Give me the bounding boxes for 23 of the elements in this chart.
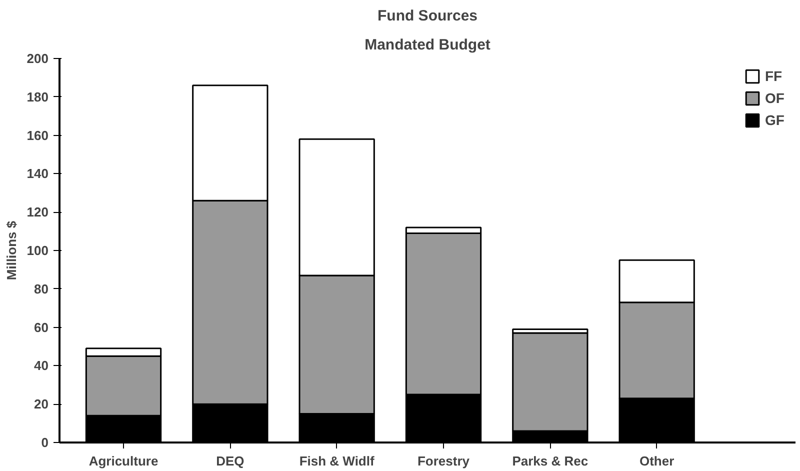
y-tick-label: 120 [26,204,49,220]
y-tick-label: 100 [26,243,49,258]
x-tick-label: Forestry [417,454,470,468]
y-tick-label: 80 [34,281,49,296]
y-tick-label: 200 [26,51,49,66]
y-tick-label: 180 [26,89,49,104]
chart-subtitle: Mandated Budget [364,36,490,54]
y-tick-label: 60 [34,320,49,335]
y-tick-label: 40 [34,358,49,374]
x-tick-label: Parks & Rec [512,454,588,468]
y-tick-label: 20 [34,396,49,412]
x-tick-label: Agriculture [88,454,158,468]
y-axis-title: Millions $ [4,220,19,280]
legend-label: GF [765,112,785,128]
y-tick-label: 140 [26,166,49,182]
legend-label: OF [765,90,785,106]
y-tick-label: 160 [26,128,49,143]
legend-label: FF [765,68,784,84]
y-tick-label: 0 [41,435,49,450]
chart-title: Fund Sources [377,8,478,24]
x-tick-label: Fish & Widlf [299,454,375,468]
x-tick-label: DEQ [216,454,244,468]
x-tick-label: Other [640,454,674,468]
